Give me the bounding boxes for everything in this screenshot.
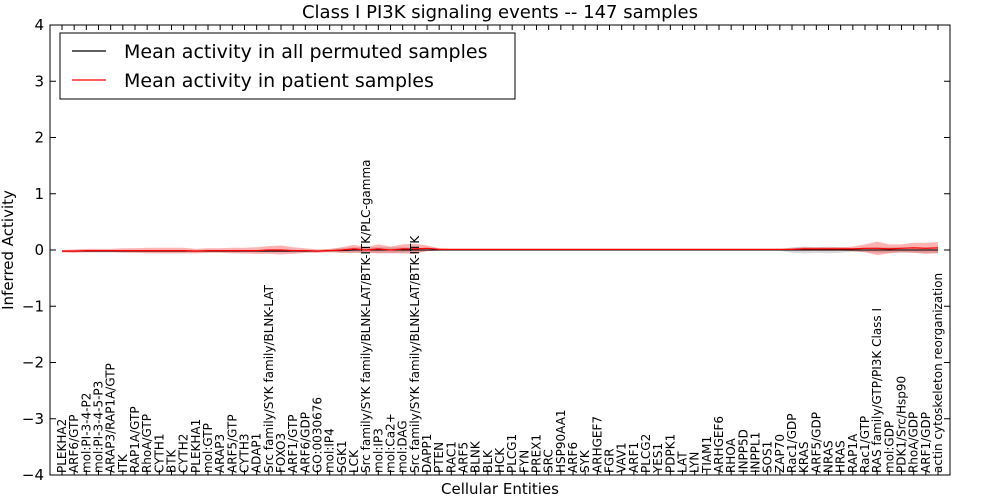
x-tick-label: HSP90AA1 — [554, 409, 568, 473]
x-tick-label: ARF5/GDP — [809, 412, 823, 473]
x-tick-label: Src family/SYK family/BLNK-LAT — [262, 284, 276, 473]
x-tick-label: RAS family/GTP/PI3K Class I — [870, 308, 884, 473]
x-tick-label: NRAS — [822, 440, 836, 473]
x-tick-label: PLEKHA1 — [189, 419, 203, 473]
legend-label-permuted: Mean activity in all permuted samples — [124, 41, 487, 63]
y-axis-label: Inferred Activity — [0, 190, 17, 310]
x-tick-label: SRC — [542, 449, 556, 473]
x-tick-label: RAP1A — [846, 433, 860, 473]
band-patient — [62, 241, 938, 256]
x-tick-label: mol:PI-3-4-P2 — [79, 393, 93, 473]
x-tick-label: Rac1/GDP — [785, 414, 799, 473]
x-tick-label: HRAS — [834, 440, 848, 473]
x-tick-label: FOXO3 — [274, 433, 288, 473]
y-tick-label: −3 — [22, 410, 44, 428]
x-tick-label: SYK — [578, 449, 592, 473]
legend: Mean activity in all permuted samples Me… — [59, 32, 516, 100]
x-tick-label: RhoA/GDP — [907, 412, 921, 473]
x-tick-label: BTK — [165, 448, 179, 473]
x-tick-label: ARF6/GDP — [298, 412, 312, 473]
x-tick-label: FGR — [603, 448, 617, 473]
x-tick-label: KRAS — [797, 441, 811, 473]
x-tick-label: RAC1 — [444, 441, 458, 473]
x-tick-label: LYN — [688, 452, 702, 473]
x-tick-label: PDK1/Src/Hsp90 — [895, 376, 909, 473]
x-tick-label: ARHGEF6 — [712, 416, 726, 473]
x-tick-label: FYN — [517, 450, 531, 473]
x-tick-label: LCK — [347, 449, 361, 473]
x-tick-label: ARAP3/RAP1A/GTP — [104, 363, 118, 473]
x-tick-label: mol:GDP — [882, 421, 896, 473]
x-tick-label: Rac1/GTP — [858, 416, 872, 473]
x-tick-label: CYTH2 — [177, 434, 191, 474]
x-tick-label: ARF1/GDP — [919, 412, 933, 473]
x-tick-label: VAV1 — [615, 442, 629, 473]
x-tick-label: ARF1/GTP — [286, 414, 300, 473]
x-tick-label: ADAP1 — [250, 433, 264, 473]
x-tick-label: PLCG2 — [639, 434, 653, 473]
x-tick-label: Src family/SYK family/BLNK-LAT/BTK-ITK — [408, 235, 422, 473]
y-tick-label: 0 — [34, 241, 44, 259]
x-tick-label: PLCG1 — [505, 434, 519, 473]
x-tick-label: mol:IP3 — [371, 428, 385, 473]
y-tick-label: 2 — [34, 129, 44, 147]
x-tick-label: mol:PI-3-4-5-P3 — [92, 381, 106, 473]
x-tick-label: ARF1 — [627, 442, 641, 473]
x-tick-label: RAP1A/GTP — [128, 406, 142, 473]
x-tick-label: GO:0030676 — [311, 397, 325, 473]
x-tick-label: BLK — [481, 449, 495, 473]
x-tick-label: PREX1 — [530, 434, 544, 473]
x-tick-label: ARAP3 — [213, 434, 227, 473]
x-tick-label: RHOA — [724, 437, 738, 473]
x-tick-label: ARF5 — [457, 442, 471, 473]
x-axis-label: Cellular Entities — [441, 480, 559, 498]
x-tick-label: INPPL1 — [749, 432, 763, 473]
x-tick-label: mol:Ca2+ — [384, 413, 398, 473]
x-axis: PLEKHA2ARF6/GTPmol:PI-3-4-P2mol:PI-3-4-5… — [55, 25, 945, 475]
x-tick-label: CYTH3 — [238, 434, 252, 474]
x-tick-label: BLNK — [469, 440, 483, 473]
y-tick-label: 4 — [34, 16, 44, 34]
x-tick-label: LAT — [676, 451, 690, 473]
x-tick-label: YES1 — [651, 443, 665, 474]
x-tick-label: SOS1 — [761, 441, 775, 473]
y-tick-label: 3 — [34, 72, 44, 90]
series-lines — [62, 247, 939, 252]
y-tick-label: −4 — [22, 466, 44, 484]
y-tick-label: −1 — [22, 297, 44, 315]
x-tick-label: mol:IP4 — [323, 428, 337, 473]
series-line-patient — [62, 247, 939, 252]
legend-label-patient: Mean activity in patient samples — [124, 70, 434, 92]
x-tick-label: PTEN — [432, 442, 446, 473]
x-tick-label: INPP5D — [736, 429, 750, 473]
x-tick-label: DAPP1 — [420, 434, 434, 473]
y-axis: −4 −3 −2 −1 0 1 2 3 4 — [22, 16, 950, 484]
legend-box — [59, 32, 516, 100]
x-tick-label: CYTH1 — [152, 433, 166, 473]
y-tick-label: 1 — [34, 185, 44, 203]
x-tick-label: actin cytoskeleton reorganization — [931, 273, 945, 473]
x-tick-label: TIAM1 — [700, 436, 714, 474]
x-tick-label: PDPK1 — [663, 434, 677, 473]
x-tick-label: RhoA/GTP — [140, 414, 154, 473]
x-tick-label: ITK — [116, 453, 130, 473]
x-tick-label: mol:DAG — [396, 420, 410, 473]
x-tick-label: HCK — [493, 447, 507, 473]
x-tick-label: PLEKHA2 — [55, 419, 69, 473]
x-tick-label: Src family/SYK family/BLNK-LAT/BTK-ITK/P… — [359, 159, 373, 473]
y-tick-label: −2 — [22, 354, 44, 372]
x-tick-label: ARF6 — [566, 442, 580, 473]
x-tick-label: ARHGEF7 — [590, 416, 604, 473]
chart-title: Class I PI3K signaling events -- 147 sam… — [302, 2, 698, 23]
x-tick-label: ARF5/GTP — [225, 414, 239, 473]
x-tick-label: mol:GTP — [201, 423, 215, 473]
x-tick-label: ARF6/GTP — [67, 414, 81, 473]
x-tick-label: SGK1 — [335, 441, 349, 473]
x-tick-label: ZAP70 — [773, 434, 787, 473]
